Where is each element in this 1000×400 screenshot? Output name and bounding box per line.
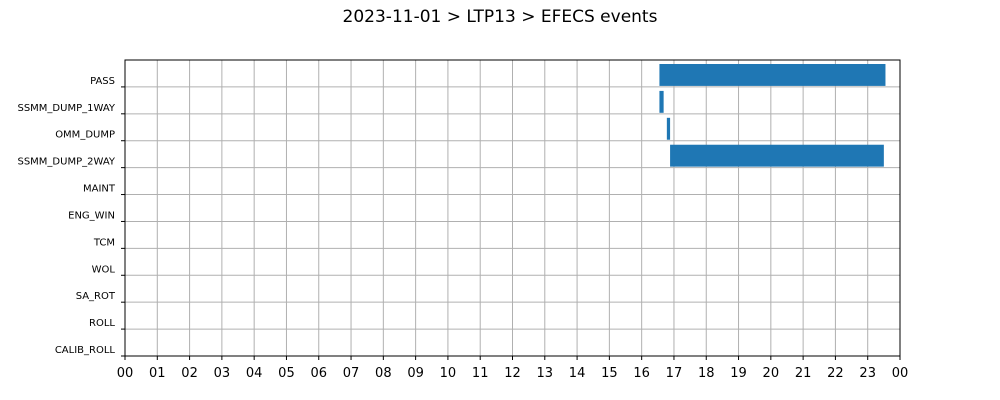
y-tick-label: PASS bbox=[90, 76, 115, 87]
x-tick-label: 23 bbox=[859, 366, 876, 381]
event-bar bbox=[659, 64, 886, 86]
x-tick-label: 17 bbox=[666, 366, 683, 381]
x-tick-label: 05 bbox=[278, 366, 295, 381]
x-tick-label: 02 bbox=[181, 366, 198, 381]
event-bar bbox=[670, 144, 884, 167]
y-tick-label: MAINT bbox=[83, 184, 116, 195]
event-bar bbox=[659, 90, 664, 113]
y-tick-label: OMM_DUMP bbox=[55, 130, 115, 141]
x-tick-label: 22 bbox=[827, 366, 844, 381]
x-tick-label: 15 bbox=[601, 366, 618, 381]
x-tick-label: 04 bbox=[246, 366, 263, 381]
y-tick-label: SSMM_DUMP_2WAY bbox=[17, 157, 115, 168]
bars-layer bbox=[659, 64, 886, 167]
y-tick-label: ROLL bbox=[89, 318, 115, 329]
x-tick-label: 10 bbox=[440, 366, 457, 381]
y-tick-label: CALIB_ROLL bbox=[55, 345, 116, 356]
event-bar bbox=[666, 117, 671, 140]
x-tick-label: 19 bbox=[730, 366, 747, 381]
x-tick-label: 13 bbox=[537, 366, 554, 381]
x-tick-label: 01 bbox=[149, 366, 166, 381]
y-tick-label: TCM bbox=[93, 237, 115, 248]
x-tick-label: 14 bbox=[569, 366, 586, 381]
x-tick-label: 16 bbox=[633, 366, 650, 381]
x-tick-label: 07 bbox=[343, 366, 360, 381]
x-tick-label: 06 bbox=[310, 366, 327, 381]
y-tick-label: ENG_WIN bbox=[68, 210, 115, 221]
x-tick-label: 20 bbox=[763, 366, 780, 381]
x-tick-label: 00 bbox=[117, 366, 134, 381]
x-tick-label: 09 bbox=[407, 366, 424, 381]
x-tick-label: 11 bbox=[472, 366, 489, 381]
y-tick-label: SA_ROT bbox=[76, 291, 116, 302]
x-tick-label: 00 bbox=[892, 366, 909, 381]
x-tick-label: 08 bbox=[375, 366, 392, 381]
grid-layer bbox=[124, 60, 901, 357]
x-tick-label: 12 bbox=[504, 366, 521, 381]
y-tick-label: WOL bbox=[92, 264, 116, 275]
axis-layer: 00 01 02 03 04 05 06 07 08 09 10 11 12 13 14 15 16 17 18 19… bbox=[17, 76, 908, 381]
chart-title: 2023-11-01 > LTP13 > EFECS events bbox=[343, 7, 658, 27]
x-tick-label: 18 bbox=[698, 366, 715, 381]
plot-frame bbox=[124, 59, 901, 357]
x-tick-label: 03 bbox=[214, 366, 231, 381]
x-tick-label: 21 bbox=[795, 366, 812, 381]
y-tick-label: SSMM_DUMP_1WAY bbox=[17, 103, 115, 114]
